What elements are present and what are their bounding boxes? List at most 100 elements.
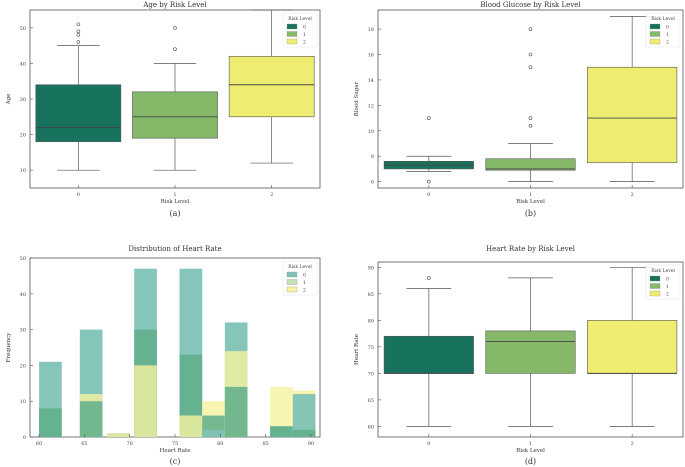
box-1 [485,277,576,427]
y-tick-label: 10 [20,168,26,174]
figure-caption: (a) [169,209,180,218]
outlier-point [76,40,81,44]
legend-swatch [286,279,298,285]
legend-label: 1 [666,32,669,38]
box-iqr [485,330,576,374]
y-tick-label: 40 [20,292,26,298]
legend-label: 2 [303,288,306,294]
y-axis-label: Age [6,94,12,106]
legend: Risk Level 01 2 [282,12,318,48]
y-axis-label: Frequency [6,332,12,363]
outlier-point [528,27,533,31]
outlier-point [528,65,533,70]
chart-title: Blood Glucose by Risk Level [480,1,581,9]
legend-label: 0 [666,25,669,31]
legend-swatch [286,286,298,293]
box-iqr [587,320,678,374]
y-tick-label: 80 [368,318,374,324]
x-axis-label: Heart Rate [160,448,191,454]
hist-bin [107,433,130,437]
y-tick-label: 14 [368,78,374,84]
x-axis-label: Risk Level [516,199,545,205]
x-tick-label: 0 [427,192,430,198]
x-tick-label: 60 [36,441,42,447]
legend-label: 0 [303,273,306,279]
y-tick-label: 8 [371,154,374,160]
x-axis-label: Risk Level [516,448,545,454]
chart-title: Heart Rate by Risk Level [486,245,576,253]
hist-bin [134,268,157,437]
legend-title: Risk Level [288,16,312,22]
figure-caption: (c) [170,457,181,466]
outlier-point [173,25,177,30]
y-tick-label: 0 [23,435,26,441]
box-iqr [383,335,474,374]
hist-bar-series-2 [179,415,203,437]
y-tick-label: 10 [20,399,26,405]
figure-caption: (d) [525,457,536,466]
hist-bin [202,401,225,437]
box-iqr [587,66,678,163]
x-tick-label: 80 [217,441,223,447]
hist-bar-series-0 [292,394,316,437]
outlier-point [76,33,81,37]
legend-swatch [286,31,298,37]
box-iqr [35,84,122,143]
legend-label: 2 [666,292,669,298]
legend-swatch [649,275,661,282]
y-tick-label: 16 [368,53,374,59]
box-0 [35,22,122,171]
hist-bar-series-1 [292,429,316,437]
y-tick-label: 10 [368,129,374,135]
legend-swatch [286,38,298,45]
y-tick-label: 20 [20,363,26,369]
box-2 [587,16,678,182]
y-tick-label: 70 [368,371,374,377]
box-2 [228,9,315,164]
outlier-point [528,116,533,120]
box-iqr [132,91,218,139]
y-axis-label: Heart Rate [354,334,360,365]
box-iqr [228,55,315,118]
hist-bin [179,268,203,437]
legend-label: 1 [303,280,306,286]
chart-panel-b: Blood Glucose by Risk Level681012141618B… [354,1,684,218]
box-0 [383,276,474,427]
hist-bar-series-0 [202,429,225,437]
y-tick-label: 85 [368,292,374,298]
hist-bin [292,390,316,437]
y-tick-label: 75 [368,345,374,351]
x-axis-label: Risk Level [161,199,190,205]
y-tick-label: 30 [20,328,26,334]
legend-swatch [286,23,298,30]
chart-title: Age by Risk Level [142,1,207,9]
hist-bin [39,361,62,437]
x-tick-label: 1 [529,441,532,447]
x-tick-label: 2 [631,192,634,198]
y-tick-label: 18 [368,27,374,33]
legend: Risk Level 01 2 [645,12,681,48]
hist-bin [79,329,103,437]
hist-bar-series-1 [270,426,293,437]
legend-title: Risk Level [288,264,312,270]
y-tick-label: 40 [20,61,26,67]
x-tick-label: 90 [308,441,314,447]
hist-bar-series-2 [107,433,130,437]
outlier-point [427,276,431,280]
outlier-point [173,47,177,51]
legend-label: 2 [303,40,306,46]
y-tick-label: 65 [368,398,374,404]
x-tick-label: 70 [127,441,133,447]
x-tick-label: 1 [529,192,532,198]
box-iqr [485,158,576,171]
x-tick-label: 1 [173,192,176,198]
legend-swatch [649,23,661,30]
x-tick-label: 2 [270,192,273,198]
hist-bar-series-1 [224,386,248,437]
legend-label: 1 [666,284,669,290]
legend-title: Risk Level [651,268,675,274]
hist-bar-series-1 [79,401,103,437]
legend-swatch [649,31,661,37]
y-tick-label: 30 [20,97,26,103]
